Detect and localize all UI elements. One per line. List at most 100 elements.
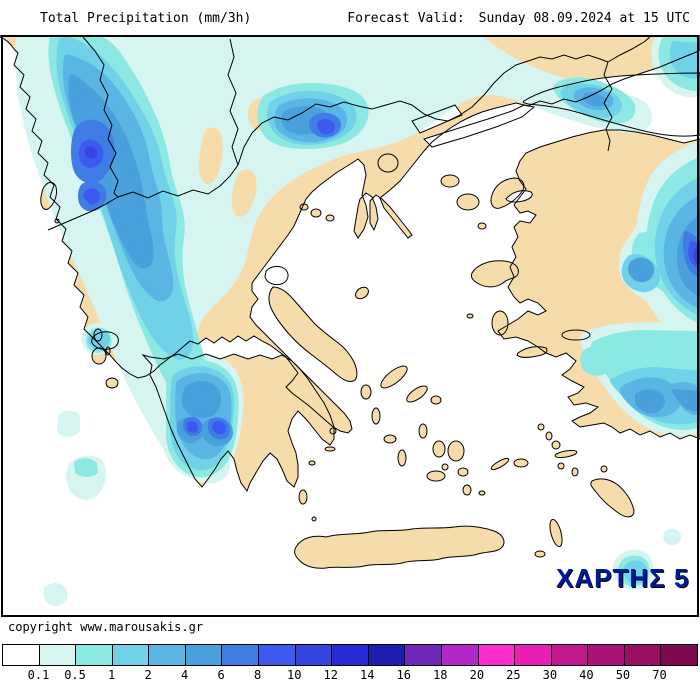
- colorbar-cell: [148, 645, 185, 665]
- kea-island: [360, 384, 372, 400]
- map-area: ΧΑΡΤΗΣ 5: [0, 35, 700, 617]
- colorbar-tick-label: 30: [542, 668, 558, 682]
- symi-island: [600, 465, 608, 473]
- crete-island: [294, 525, 505, 569]
- kalymnos-island: [551, 440, 561, 450]
- samothraki-island: [440, 174, 460, 188]
- astypalea-island: [513, 458, 529, 468]
- andros-island: [380, 366, 408, 388]
- colorbar-labels: 0.1 0.5 1 2 4 6 8 10 12 14 16 18 20 25 30 40 50 70: [2, 668, 696, 684]
- evia-island: [268, 287, 357, 382]
- tinos-island: [406, 385, 428, 403]
- kythnos-island: [372, 408, 380, 424]
- colorbar-tick-label: 20: [469, 668, 485, 682]
- colorbar-tick-label: 25: [506, 668, 521, 682]
- agios-efstratios-island: [478, 223, 486, 229]
- colorbar-cell: [660, 645, 697, 665]
- precip-spot-ionian-1: [57, 410, 80, 437]
- colorbar: [2, 644, 698, 666]
- border-albania-west: [82, 36, 119, 198]
- imbros-island: [490, 177, 525, 209]
- astypalea-island: [514, 459, 528, 467]
- thasos-island: [378, 154, 398, 172]
- evia-island: [268, 286, 358, 383]
- rhodes-island: [590, 478, 634, 517]
- colorbar-cell: [587, 645, 624, 665]
- paros-island: [432, 440, 446, 458]
- psara-island: [466, 313, 474, 319]
- colorbar-tick-label: 2: [144, 668, 152, 682]
- rhodes-island: [590, 478, 635, 518]
- colorbar-cell: [514, 645, 551, 665]
- chios-island: [492, 311, 508, 335]
- colorbar-tick-label: 12: [323, 668, 338, 682]
- colorbar-tick-label: 18: [433, 668, 448, 682]
- tilos-island: [571, 467, 579, 477]
- ikaria-island: [517, 346, 547, 358]
- paros-island: [433, 441, 445, 457]
- colorbar-cell: [75, 645, 112, 665]
- colorbar-tick-label: 0.5: [64, 668, 86, 682]
- ios-island: [457, 467, 469, 477]
- zakynthos-island: [106, 378, 118, 388]
- limnos-island: [457, 194, 479, 210]
- lesvos-island: [470, 260, 519, 288]
- precip-spot-se-2: [663, 528, 682, 546]
- dardanelles-strait: [423, 104, 536, 148]
- paxi-island: [54, 218, 60, 224]
- corfu-island: [40, 182, 57, 210]
- colorbar-cell: [111, 645, 149, 665]
- imbros-island: [490, 178, 524, 209]
- hydra-island: [325, 447, 335, 451]
- kalymnos-island: [552, 441, 560, 449]
- colorbar-cell: [550, 645, 588, 665]
- kos-island: [554, 449, 578, 459]
- spetses-island: [309, 461, 315, 465]
- sea-of-marmara: [522, 72, 700, 137]
- antikythira-island: [312, 517, 316, 521]
- leros-island: [546, 432, 552, 440]
- syros-island: [418, 423, 428, 439]
- kea-island: [361, 385, 371, 399]
- samothraki-island: [441, 175, 459, 187]
- copyright-text: copyright www.marousakis.gr: [8, 620, 204, 634]
- milos-island: [426, 470, 446, 482]
- edremit-gulf: [505, 190, 533, 203]
- nisyros-island: [558, 463, 564, 469]
- kimolos-island: [442, 464, 448, 470]
- naxos-island: [448, 441, 464, 461]
- border-macedonia-bulgaria: [227, 38, 239, 166]
- kythnos-island: [371, 407, 381, 425]
- colorbar-cell: [294, 645, 332, 665]
- amorgos-island: [491, 458, 509, 470]
- colorbar-cell: [38, 645, 76, 665]
- kasos-island: [534, 550, 546, 558]
- colorbar-tick-label: 8: [254, 668, 262, 682]
- crete-island: [294, 526, 504, 569]
- dardanelles-strait: [424, 105, 534, 147]
- zakynthos-island: [105, 377, 119, 389]
- alonnisos-island: [326, 215, 334, 221]
- leros-island: [545, 431, 553, 441]
- colorbar-cell: [331, 645, 368, 665]
- anafi-island: [478, 490, 486, 496]
- agios-efstratios-island: [477, 222, 487, 230]
- forecast-valid-value: Sunday 08.09.2024 at 15 UTC: [478, 11, 690, 26]
- border-greece-bulgaria: [237, 54, 609, 166]
- lefkada-island: [93, 328, 103, 342]
- saros-gulf: [411, 104, 463, 134]
- kythira-island: [299, 490, 307, 504]
- santorini-island: [462, 484, 472, 496]
- syros-island: [419, 424, 427, 438]
- ithaki-island: [105, 346, 111, 356]
- spetses-island: [308, 460, 316, 466]
- tilos-island: [572, 468, 578, 476]
- symi-island: [601, 466, 607, 472]
- colorbar-cell: [367, 645, 405, 665]
- border-greece-macedonia: [117, 164, 239, 199]
- ikaria-island: [516, 346, 548, 358]
- ios-island: [458, 468, 468, 476]
- coastline-strokes: [0, 35, 700, 569]
- naxos-island: [447, 440, 465, 462]
